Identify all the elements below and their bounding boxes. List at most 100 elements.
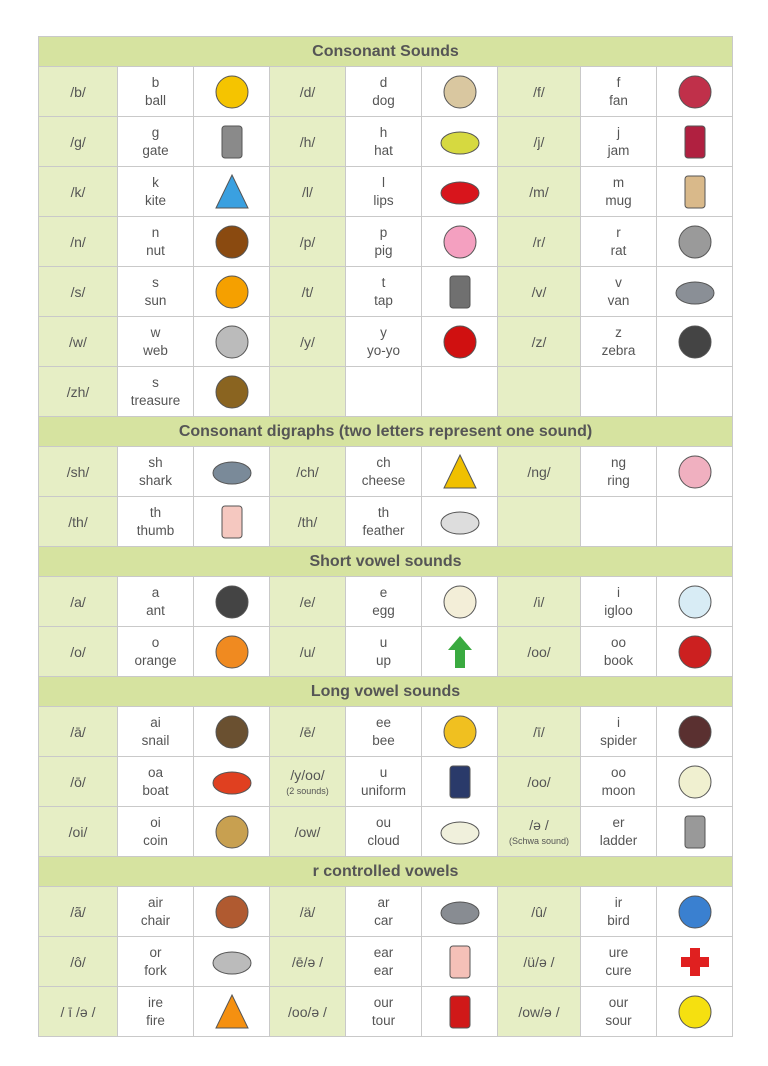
example-word: bee bbox=[372, 732, 395, 748]
word-cell: oi coin bbox=[117, 806, 194, 857]
example-word: fork bbox=[144, 962, 167, 978]
word-cell: z zebra bbox=[580, 316, 657, 367]
sound-symbol: /ow/ bbox=[294, 823, 321, 840]
picture-cell bbox=[656, 166, 733, 217]
sound-cell: /p/ bbox=[269, 216, 346, 267]
empty-cell bbox=[580, 496, 657, 547]
letters: ch bbox=[376, 454, 391, 470]
sound-cell: /n/ bbox=[38, 216, 118, 267]
section-title: Short vowel sounds bbox=[38, 546, 733, 577]
letters: y bbox=[380, 324, 387, 340]
letters: h bbox=[379, 124, 388, 140]
example-word: spider bbox=[600, 732, 637, 748]
letters: z bbox=[615, 324, 622, 340]
word-cell: ure cure bbox=[580, 936, 657, 987]
example-word: jam bbox=[607, 142, 630, 158]
uniform-icon bbox=[449, 765, 470, 798]
word-cell: ai snail bbox=[117, 706, 194, 757]
up-arrow-icon bbox=[447, 635, 472, 668]
letters: our bbox=[373, 994, 394, 1010]
table-row: /k/k kite/l/l lips/m/m mug bbox=[38, 166, 733, 217]
treasure-chest-icon bbox=[215, 375, 248, 408]
word-cell: sh shark bbox=[117, 446, 194, 497]
letters: i bbox=[617, 584, 620, 600]
picture-cell bbox=[421, 116, 498, 167]
example-word: tap bbox=[374, 292, 393, 308]
picture-cell bbox=[656, 706, 733, 757]
sound-symbol: /s/ bbox=[70, 283, 86, 300]
example-word: fire bbox=[146, 1012, 165, 1028]
lemon-icon bbox=[678, 995, 711, 1028]
sound-symbol: /th/ bbox=[297, 513, 318, 530]
picture-cell bbox=[656, 446, 733, 497]
picture-cell bbox=[656, 576, 733, 627]
picture-cell bbox=[656, 886, 733, 937]
letters: a bbox=[151, 584, 160, 600]
letters: p bbox=[379, 224, 388, 240]
rat-icon bbox=[678, 225, 711, 258]
example-word: cheese bbox=[361, 472, 406, 488]
example-word: up bbox=[375, 652, 392, 668]
ball-icon bbox=[215, 75, 248, 108]
hat-icon bbox=[440, 131, 479, 154]
letters: s bbox=[152, 374, 159, 390]
picture-cell bbox=[421, 756, 498, 807]
sound-symbol: /sh/ bbox=[66, 463, 90, 480]
dog-icon bbox=[443, 75, 476, 108]
sound-cell: /th/ bbox=[269, 496, 346, 547]
sound-cell: /r/ bbox=[497, 216, 581, 267]
example-word: ear bbox=[373, 962, 394, 978]
word-cell: or fork bbox=[117, 936, 194, 987]
sound-symbol: /y/ bbox=[300, 333, 315, 350]
sound-symbol: /oo/ə / bbox=[288, 1003, 327, 1020]
web-icon bbox=[215, 325, 248, 358]
example-word: feather bbox=[362, 522, 405, 538]
letters: g bbox=[151, 124, 160, 140]
word-cell: f fan bbox=[580, 66, 657, 117]
letters: t bbox=[381, 274, 386, 290]
word-cell: er ladder bbox=[580, 806, 657, 857]
section-title: Consonant digraphs (two letters represen… bbox=[38, 416, 733, 447]
bus-icon bbox=[449, 995, 470, 1028]
word-cell: oo book bbox=[580, 626, 657, 677]
pig-icon bbox=[443, 225, 476, 258]
picture-cell bbox=[656, 986, 733, 1037]
sound-cell: /v/ bbox=[497, 266, 581, 317]
picture-cell bbox=[193, 576, 270, 627]
sound-symbol: /j/ bbox=[533, 133, 545, 150]
picture-cell bbox=[193, 806, 270, 857]
table-row: /o/o orange/u/u up/oo/oo book bbox=[38, 626, 733, 677]
sound-symbol: /oo/ bbox=[527, 773, 551, 790]
picture-cell bbox=[421, 266, 498, 317]
table-row: /n/n nut/p/p pig/r/r rat bbox=[38, 216, 733, 267]
book-icon bbox=[678, 635, 711, 668]
sound-cell: /ng/ bbox=[497, 446, 581, 497]
sound-cell: /ô/ bbox=[38, 936, 118, 987]
sound-cell: /j/ bbox=[497, 116, 581, 167]
example-word: shark bbox=[138, 472, 172, 488]
example-word: cure bbox=[605, 962, 632, 978]
sound-cell: /oi/ bbox=[38, 806, 118, 857]
example-word: chair bbox=[140, 912, 171, 928]
letters: oa bbox=[147, 764, 164, 780]
picture-cell bbox=[193, 626, 270, 677]
table-row: /w/w web/y/y yo-yo/z/z zebra bbox=[38, 316, 733, 367]
sound-symbol: /ä/ bbox=[299, 903, 316, 920]
example-word: treasure bbox=[130, 392, 181, 408]
sound-symbol: /b/ bbox=[70, 83, 86, 100]
letters: o bbox=[151, 634, 160, 650]
word-cell: ir bird bbox=[580, 886, 657, 937]
sound-cell: /oo/ bbox=[497, 756, 581, 807]
empty-cell bbox=[421, 366, 498, 417]
letters: l bbox=[382, 174, 385, 190]
section-heading-row: r controlled vowels bbox=[38, 856, 733, 887]
sound-symbol: /g/ bbox=[70, 133, 86, 150]
section-heading-row: Short vowel sounds bbox=[38, 546, 733, 577]
kite-icon bbox=[214, 173, 249, 208]
section-title: r controlled vowels bbox=[38, 856, 733, 887]
section-heading-row: Consonant Sounds bbox=[38, 36, 733, 67]
example-word: uniform bbox=[360, 782, 406, 798]
letters: n bbox=[151, 224, 160, 240]
picture-cell bbox=[193, 756, 270, 807]
letters: e bbox=[379, 584, 388, 600]
